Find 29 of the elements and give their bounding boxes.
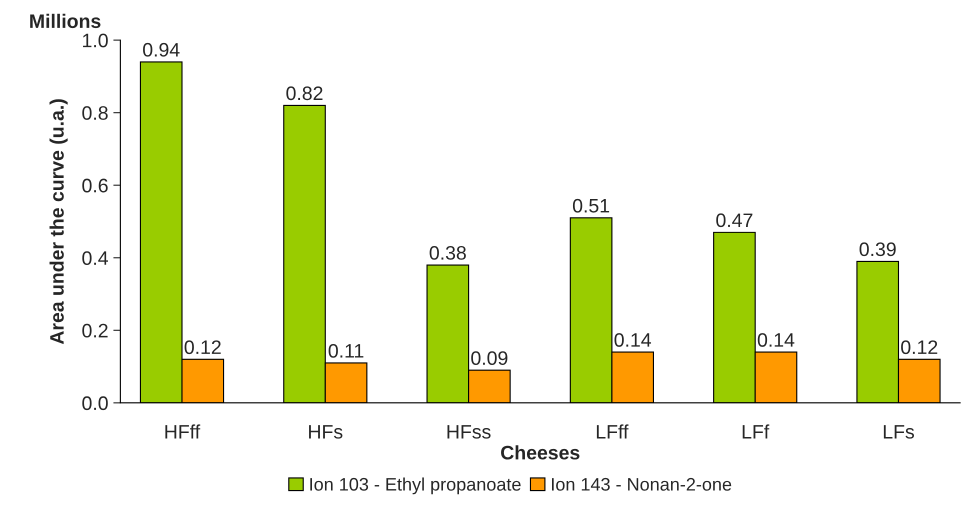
y-tick-label: 1.0 xyxy=(83,34,108,48)
data-label: 0.09 xyxy=(471,351,508,365)
y-tick-label: 0.6 xyxy=(82,178,108,192)
text: Millions xyxy=(30,14,100,28)
data-label: 0.12 xyxy=(901,340,938,354)
x-tick-label: LFf xyxy=(742,424,770,438)
data-label: 0.51 xyxy=(572,198,610,213)
x-tick-label: HFff xyxy=(165,424,200,438)
data-label: 0.14 xyxy=(758,333,794,347)
x-tick-label: LFff xyxy=(596,424,628,438)
x-tick-label: HFs xyxy=(309,425,342,439)
data-label: 0.11 xyxy=(328,344,364,358)
data-label: 0.14 xyxy=(614,333,652,347)
y-axis-title: Area under the curve (u.a.) xyxy=(50,99,68,344)
legend-label: Ion 103 - Ethyl propanoate xyxy=(310,477,521,494)
data-label: 0.47 xyxy=(716,213,752,228)
data-label: 0.39 xyxy=(860,242,896,256)
legend-label: Ion 143 - Nonan-2-one xyxy=(552,478,732,491)
data-label: 0.12 xyxy=(184,340,221,354)
x-tick-label: HFss xyxy=(448,425,491,439)
y-tick-label: 0.4 xyxy=(82,251,108,265)
y-tick-label: 0.8 xyxy=(82,106,108,120)
data-label: 0.38 xyxy=(430,246,466,260)
y-tick-label: 0.2 xyxy=(82,324,108,338)
x-tick-label: LFs xyxy=(884,425,914,439)
y-tick-label: 0.0 xyxy=(82,396,108,410)
data-label: 0.94 xyxy=(143,42,180,57)
x-axis-title: Cheeses xyxy=(501,445,580,460)
data-label: 0.82 xyxy=(286,86,322,100)
